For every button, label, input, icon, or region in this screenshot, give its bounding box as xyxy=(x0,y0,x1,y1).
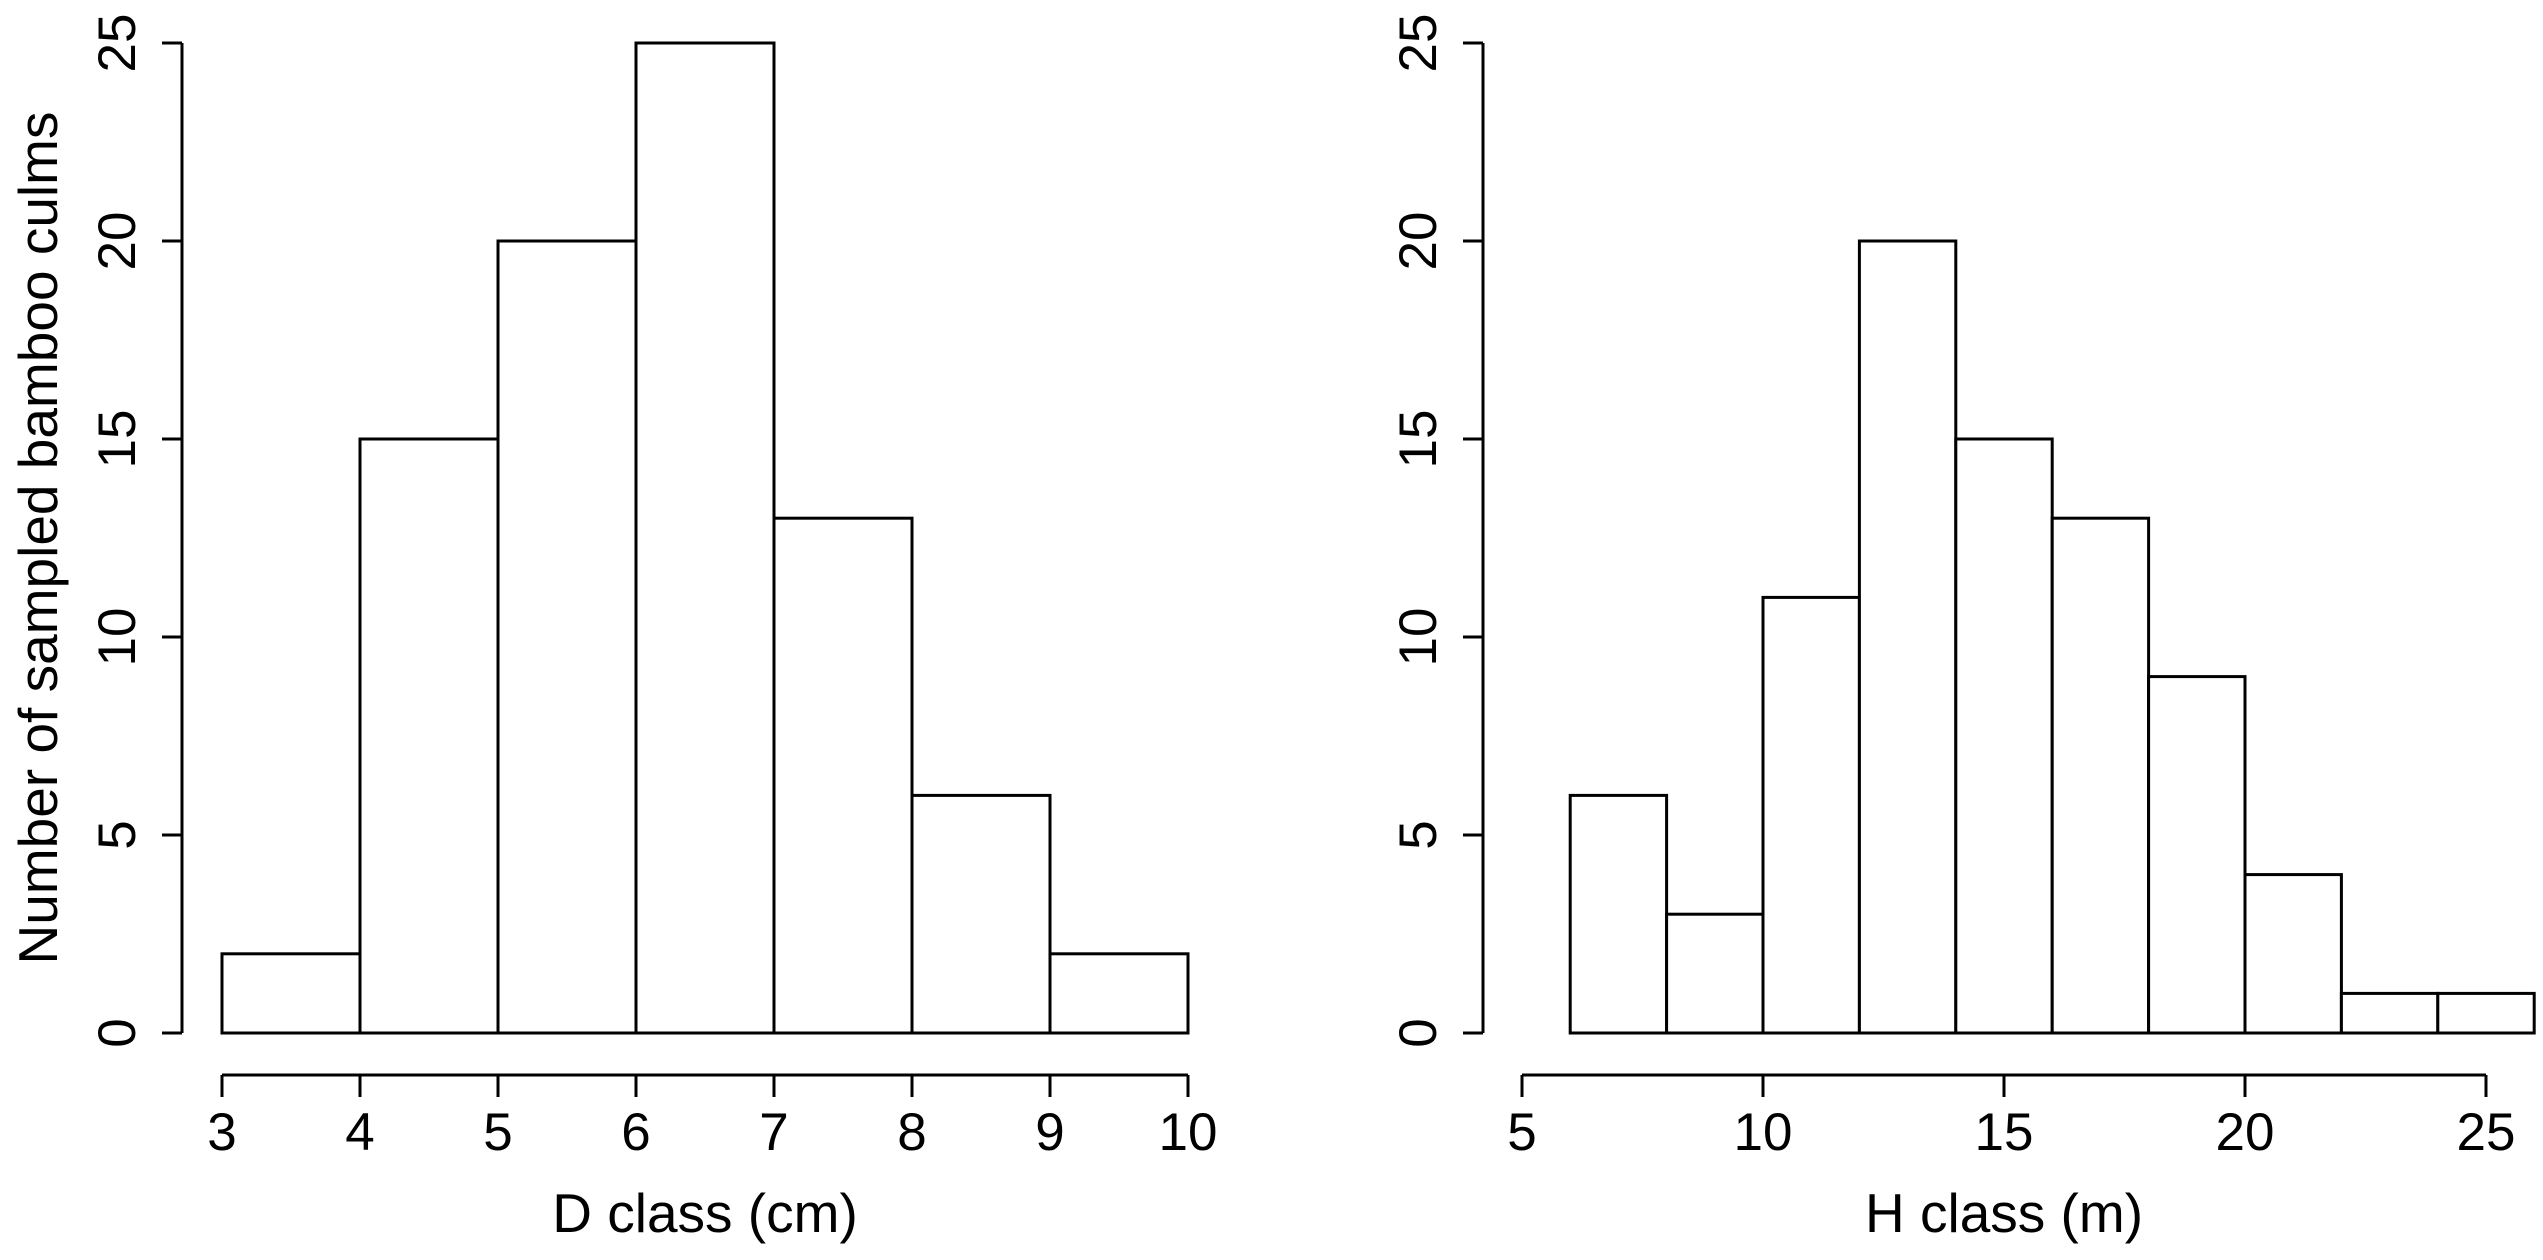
histogram-bar xyxy=(358,437,500,1035)
left-histogram-panel: 0 5 10 15 20 25 3 4 5 6 7 8 9 10 xyxy=(88,14,1217,1162)
right-x-axis-title: H class (m) xyxy=(1865,1182,2143,1244)
y-tick-label: 15 xyxy=(1389,410,1448,469)
histogram-bar xyxy=(1048,952,1190,1035)
x-tick-label: 5 xyxy=(1507,1103,1536,1162)
x-tick-label: 4 xyxy=(345,1103,374,1162)
y-tick-label: 25 xyxy=(88,14,147,73)
histogram-bar xyxy=(496,239,638,1035)
x-tick-label: 7 xyxy=(759,1103,788,1162)
y-tick-label: 10 xyxy=(1389,608,1448,667)
histogram-bar xyxy=(2050,516,2151,1035)
histogram-bar xyxy=(1568,793,1669,1035)
left-y-axis-title: Number of sampled bamboo culms xyxy=(7,112,69,965)
y-tick-label: 10 xyxy=(88,608,147,667)
histogram-bar xyxy=(910,793,1052,1035)
y-tick-label: 15 xyxy=(88,410,147,469)
y-tick-label: 0 xyxy=(1389,1018,1448,1047)
histogram-bar xyxy=(2243,873,2343,1035)
x-tick-label: 15 xyxy=(1975,1103,2034,1162)
histogram-bar xyxy=(772,516,914,1035)
x-tick-label: 6 xyxy=(621,1103,650,1162)
x-tick-label: 5 xyxy=(483,1103,512,1162)
histogram-bar xyxy=(220,952,362,1035)
histogram-bar xyxy=(1954,437,2054,1035)
x-tick-label: 10 xyxy=(1734,1103,1793,1162)
x-tick-label: 20 xyxy=(2216,1103,2275,1162)
histogram-bar xyxy=(634,41,776,1035)
left-x-axis-title: D class (cm) xyxy=(552,1182,858,1244)
x-tick-label: 3 xyxy=(207,1103,236,1162)
y-tick-label: 5 xyxy=(1389,820,1448,849)
histogram-bar xyxy=(1857,239,1958,1035)
y-tick-label: 20 xyxy=(88,212,147,271)
y-tick-label: 20 xyxy=(1389,212,1448,271)
y-tick-label: 5 xyxy=(88,820,147,849)
y-tick-label: 0 xyxy=(88,1018,147,1047)
x-tick-label: 10 xyxy=(1159,1103,1218,1162)
histogram-bar xyxy=(1665,912,1765,1035)
histogram-bar xyxy=(2436,991,2536,1035)
x-tick-label: 8 xyxy=(897,1103,926,1162)
y-tick-label: 25 xyxy=(1389,14,1448,73)
x-tick-label: 25 xyxy=(2457,1103,2516,1162)
x-tick-label: 9 xyxy=(1035,1103,1064,1162)
histogram-bar xyxy=(2147,675,2247,1035)
histogram-bar xyxy=(1761,595,1861,1035)
right-histogram-panel: 0 5 10 15 20 25 5 10 15 20 25 xyxy=(1389,14,2536,1162)
histogram-bar xyxy=(2339,991,2440,1035)
